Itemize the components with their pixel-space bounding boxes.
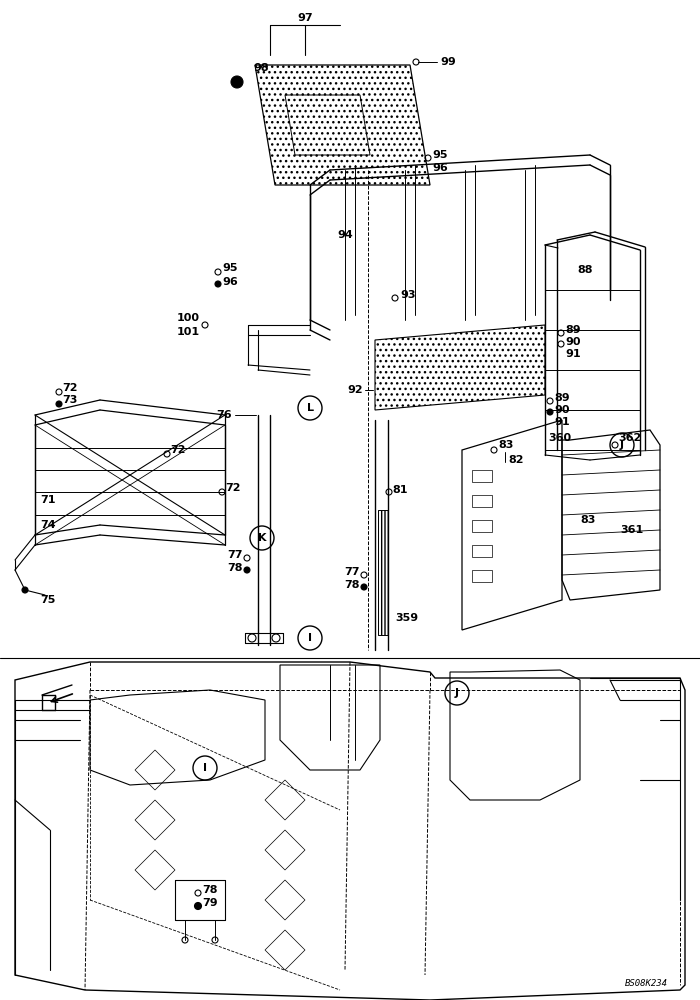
Text: 81: 81 bbox=[392, 485, 407, 495]
Text: 79: 79 bbox=[202, 898, 218, 908]
Text: 98: 98 bbox=[253, 63, 269, 73]
Text: 72: 72 bbox=[62, 383, 78, 393]
Text: J: J bbox=[620, 440, 624, 450]
Text: 88: 88 bbox=[577, 265, 592, 275]
Text: 96: 96 bbox=[432, 163, 448, 173]
Text: 78: 78 bbox=[228, 563, 243, 573]
Text: 362: 362 bbox=[618, 433, 641, 443]
Text: 71: 71 bbox=[40, 495, 55, 505]
Text: 101: 101 bbox=[177, 327, 200, 337]
Text: 91: 91 bbox=[565, 349, 580, 359]
Text: 74: 74 bbox=[40, 520, 55, 530]
Text: 78: 78 bbox=[344, 580, 360, 590]
Text: 75: 75 bbox=[40, 595, 55, 605]
Text: 90: 90 bbox=[554, 405, 570, 415]
Text: 82: 82 bbox=[508, 455, 524, 465]
Circle shape bbox=[244, 567, 250, 573]
Text: 72: 72 bbox=[225, 483, 241, 493]
Text: J: J bbox=[455, 688, 459, 698]
Text: BS08K234: BS08K234 bbox=[625, 979, 668, 988]
Text: I: I bbox=[308, 633, 312, 643]
Circle shape bbox=[22, 587, 28, 593]
Text: 361: 361 bbox=[620, 525, 643, 535]
Text: 76: 76 bbox=[216, 410, 232, 420]
Text: 99: 99 bbox=[440, 57, 456, 67]
Circle shape bbox=[231, 76, 243, 88]
Text: I: I bbox=[203, 763, 207, 773]
Text: 91: 91 bbox=[554, 417, 570, 427]
Text: 77: 77 bbox=[228, 550, 243, 560]
Text: 72: 72 bbox=[170, 445, 186, 455]
Text: 73: 73 bbox=[62, 395, 78, 405]
Text: 97: 97 bbox=[298, 13, 313, 23]
Text: 95: 95 bbox=[432, 150, 447, 160]
Text: 93: 93 bbox=[400, 290, 416, 300]
Text: 89: 89 bbox=[554, 393, 570, 403]
Circle shape bbox=[56, 401, 62, 407]
Text: 89: 89 bbox=[565, 325, 580, 335]
Text: L: L bbox=[307, 403, 314, 413]
Text: 83: 83 bbox=[498, 440, 513, 450]
Text: 100: 100 bbox=[177, 313, 200, 323]
Text: 94: 94 bbox=[337, 230, 353, 240]
Text: 77: 77 bbox=[344, 567, 360, 577]
Circle shape bbox=[195, 902, 202, 910]
Text: 78: 78 bbox=[202, 885, 218, 895]
Text: 360: 360 bbox=[548, 433, 571, 443]
Text: 90: 90 bbox=[565, 337, 580, 347]
Text: 96: 96 bbox=[222, 277, 238, 287]
Text: 83: 83 bbox=[580, 515, 596, 525]
Circle shape bbox=[361, 584, 367, 590]
Circle shape bbox=[215, 281, 221, 287]
Text: 359: 359 bbox=[395, 613, 418, 623]
Circle shape bbox=[547, 409, 553, 415]
Text: 92: 92 bbox=[347, 385, 363, 395]
Text: 95: 95 bbox=[222, 263, 237, 273]
Text: K: K bbox=[258, 533, 266, 543]
